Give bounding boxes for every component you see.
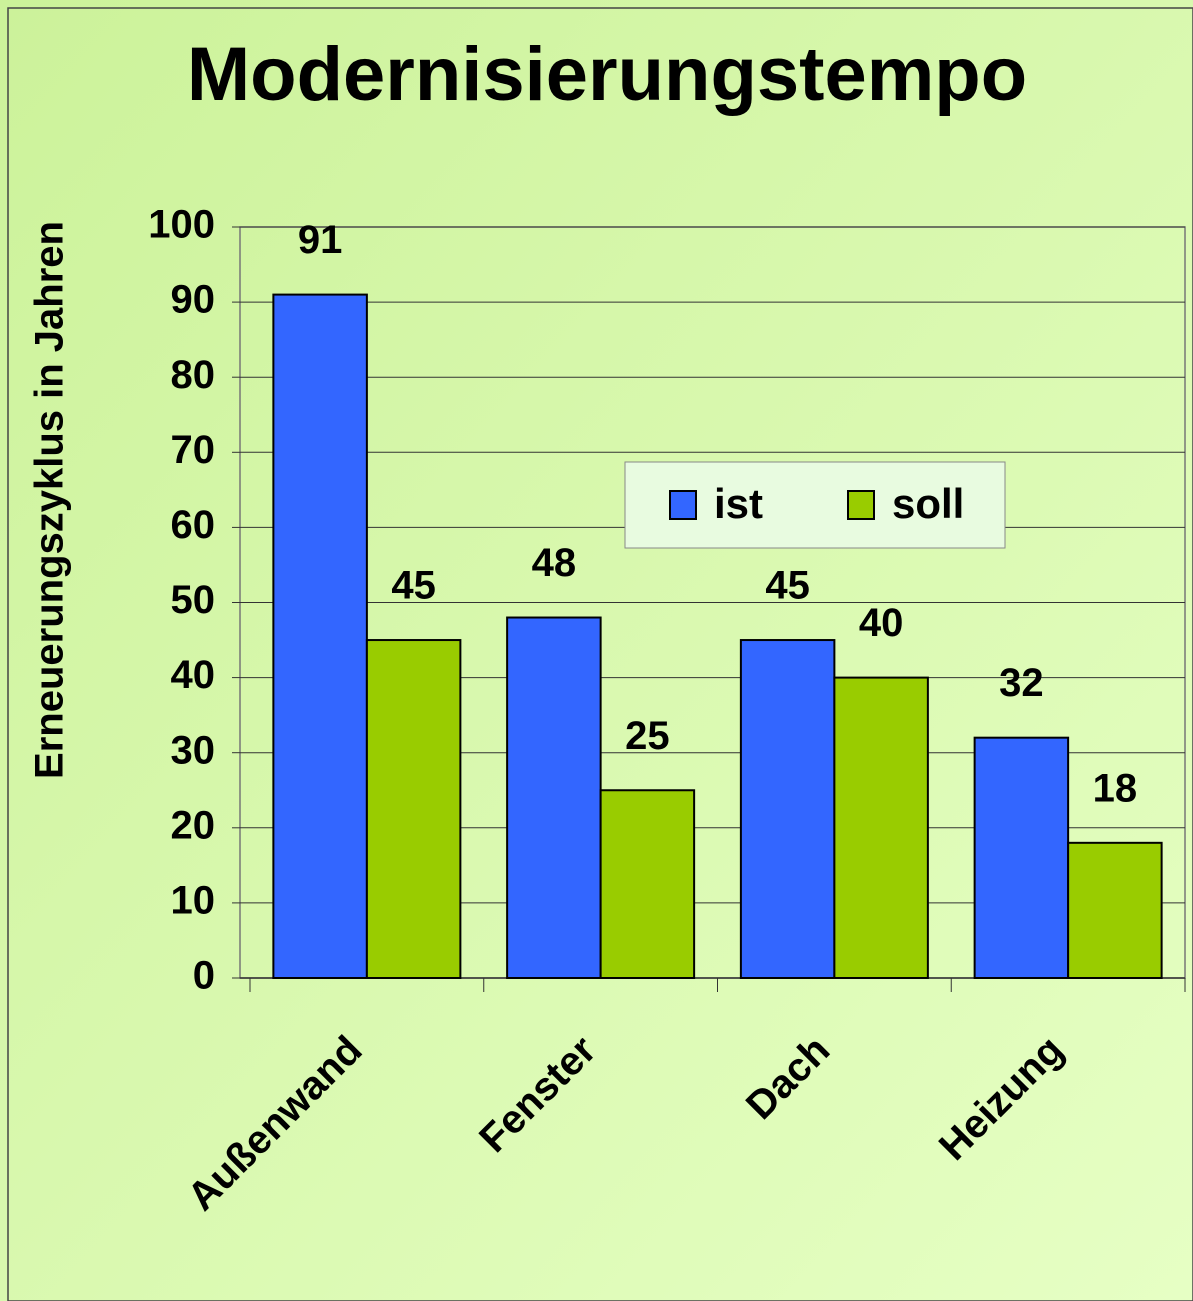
data-label: 18: [1093, 766, 1138, 810]
data-label: 91: [298, 218, 343, 262]
data-label: 45: [765, 564, 810, 608]
data-label: 40: [859, 601, 904, 645]
y-tick-label: 10: [171, 878, 216, 922]
bar: [833, 676, 929, 979]
bar: [365, 639, 462, 979]
bar: [973, 736, 1070, 979]
chart-title: Modernisierungstempo: [187, 32, 1027, 117]
y-tick-label: 40: [171, 653, 216, 697]
legend-swatch: [669, 490, 697, 520]
data-label: 45: [391, 564, 436, 608]
y-tick-label: 70: [171, 428, 216, 472]
frame: [7, 7, 1193, 1301]
y-tick-label: 20: [171, 803, 216, 847]
data-label: 48: [532, 541, 577, 585]
y-axis-label: Erneuerungszyklus in Jahren: [28, 221, 72, 779]
legend-swatch: [847, 490, 875, 520]
legend-label: ist: [714, 480, 763, 527]
bar: [272, 293, 368, 979]
y-tick-label: 50: [171, 578, 216, 622]
bar: [739, 639, 836, 979]
y-tick-label: 90: [171, 278, 216, 322]
y-tick-label: 30: [171, 728, 216, 772]
legend-label: soll: [892, 480, 964, 527]
y-tick-label: 60: [171, 503, 216, 547]
data-label: 32: [999, 661, 1044, 705]
y-tick-label: 0: [193, 954, 215, 998]
bar: [506, 616, 602, 980]
bar: [1067, 841, 1163, 979]
bar: [599, 789, 696, 979]
y-tick-label: 100: [148, 203, 215, 247]
y-tick-label: 80: [171, 353, 216, 397]
data-label: 25: [625, 714, 670, 758]
